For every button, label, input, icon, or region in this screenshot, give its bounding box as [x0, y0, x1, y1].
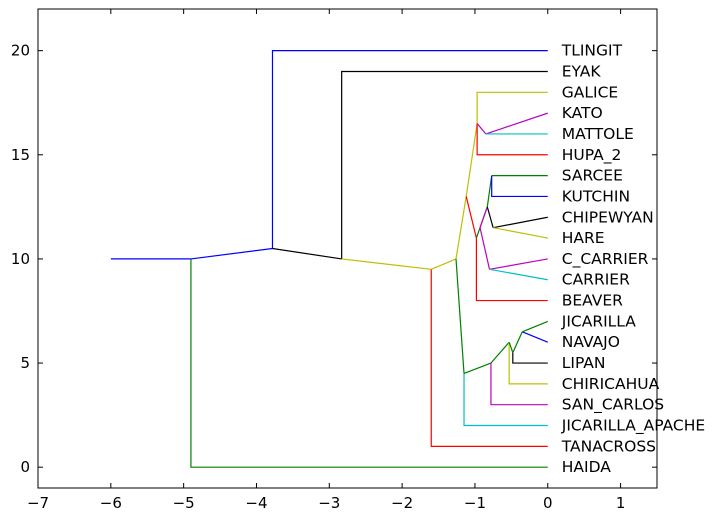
- branch-line-37: [486, 175, 493, 207]
- x-tick-label: −3: [318, 494, 340, 512]
- leaf-label: HARE: [562, 229, 605, 247]
- leaf-label: GALICE: [562, 83, 618, 101]
- branch-line-14: [508, 342, 548, 385]
- leaf-label: HAIDA: [562, 458, 611, 476]
- leaf-label: TLINGIT: [561, 42, 623, 60]
- leaf-label: TANACROSS: [561, 437, 656, 455]
- leaf-label: BEAVER: [562, 292, 623, 310]
- x-tick-label: −5: [173, 494, 195, 512]
- leaf-label: MATTOLE: [562, 125, 634, 143]
- branch-line-1: [190, 258, 548, 468]
- leaf-label: SAN_CARLOS: [562, 396, 664, 415]
- branch-line-7: [430, 269, 548, 447]
- branch-line-28: [475, 238, 548, 302]
- leaf-label: HUPA_2: [562, 146, 622, 165]
- x-tick-label: 0: [543, 494, 553, 512]
- branch-line-3: [271, 50, 548, 249]
- leaf-label: CHIPEWYAN: [562, 208, 654, 226]
- y-tick-label: 10: [11, 250, 30, 268]
- branch-line-6: [341, 258, 432, 270]
- x-tick-label: 1: [616, 494, 626, 512]
- branch-line-32: [489, 258, 548, 270]
- y-tick-label: 5: [20, 354, 30, 372]
- branch-line-24: [476, 123, 487, 135]
- branch-line-17: [512, 331, 523, 353]
- branch-line-20: [455, 196, 467, 260]
- branch-line-4: [272, 247, 342, 260]
- x-tick-label: −6: [100, 494, 122, 512]
- branch-line-9: [455, 258, 465, 374]
- x-tick-label: −2: [391, 494, 413, 512]
- leaf-label: SARCEE: [562, 167, 623, 185]
- y-tick-label: 20: [11, 42, 30, 60]
- branch-line-27: [465, 196, 477, 239]
- branch-line-31: [479, 227, 491, 270]
- branch-line-13: [490, 341, 510, 364]
- branch-line-22: [476, 91, 548, 124]
- branch-line-11: [463, 362, 492, 375]
- leaf-label: LIPAN: [562, 354, 606, 372]
- x-tick-label: −7: [27, 494, 49, 512]
- x-tick-label: −4: [245, 494, 267, 512]
- y-tick-label: 15: [11, 146, 30, 164]
- branch-line-5: [341, 70, 548, 259]
- branch-line-25: [485, 112, 548, 135]
- branch-line-35: [493, 216, 548, 229]
- branch-line-34: [486, 206, 494, 228]
- branch-line-21: [465, 123, 478, 197]
- branch-line-33: [489, 268, 548, 281]
- leaf-label: CHIRICAHUA: [562, 375, 660, 393]
- branch-line-30: [479, 206, 488, 228]
- leaf-label: KATO: [562, 104, 603, 122]
- branch-line-8: [431, 258, 457, 270]
- leaf-label: NAVAJO: [562, 333, 620, 351]
- branch-line-2: [190, 247, 273, 260]
- branch-line-18: [522, 331, 548, 343]
- branch-line-12: [490, 363, 548, 406]
- branch-line-36: [493, 227, 548, 239]
- branch-line-16: [512, 352, 548, 364]
- leaf-label: CARRIER: [562, 271, 630, 289]
- branch-line-39: [491, 175, 548, 198]
- plot-area-frame: [37, 8, 658, 489]
- branch-line-23: [476, 123, 548, 156]
- x-tick-label: −1: [464, 494, 486, 512]
- leaf-labels: TLINGIT EYAK GALICE KATO MATTOLE HUPA_2 SARCEE…: [561, 42, 705, 477]
- branch-line-15: [508, 342, 514, 353]
- leaf-label: C_CARRIER: [562, 250, 649, 269]
- y-tick-label: 0: [20, 458, 30, 476]
- branch-line-10: [463, 373, 548, 427]
- leaf-label: KUTCHIN: [562, 187, 630, 205]
- leaf-label: JICARILLA_APACHE: [561, 417, 705, 436]
- leaf-label: JICARILLA: [561, 312, 637, 330]
- branch-lines: [110, 50, 548, 468]
- branch-line-19: [522, 320, 548, 333]
- leaf-label: EYAK: [562, 62, 602, 80]
